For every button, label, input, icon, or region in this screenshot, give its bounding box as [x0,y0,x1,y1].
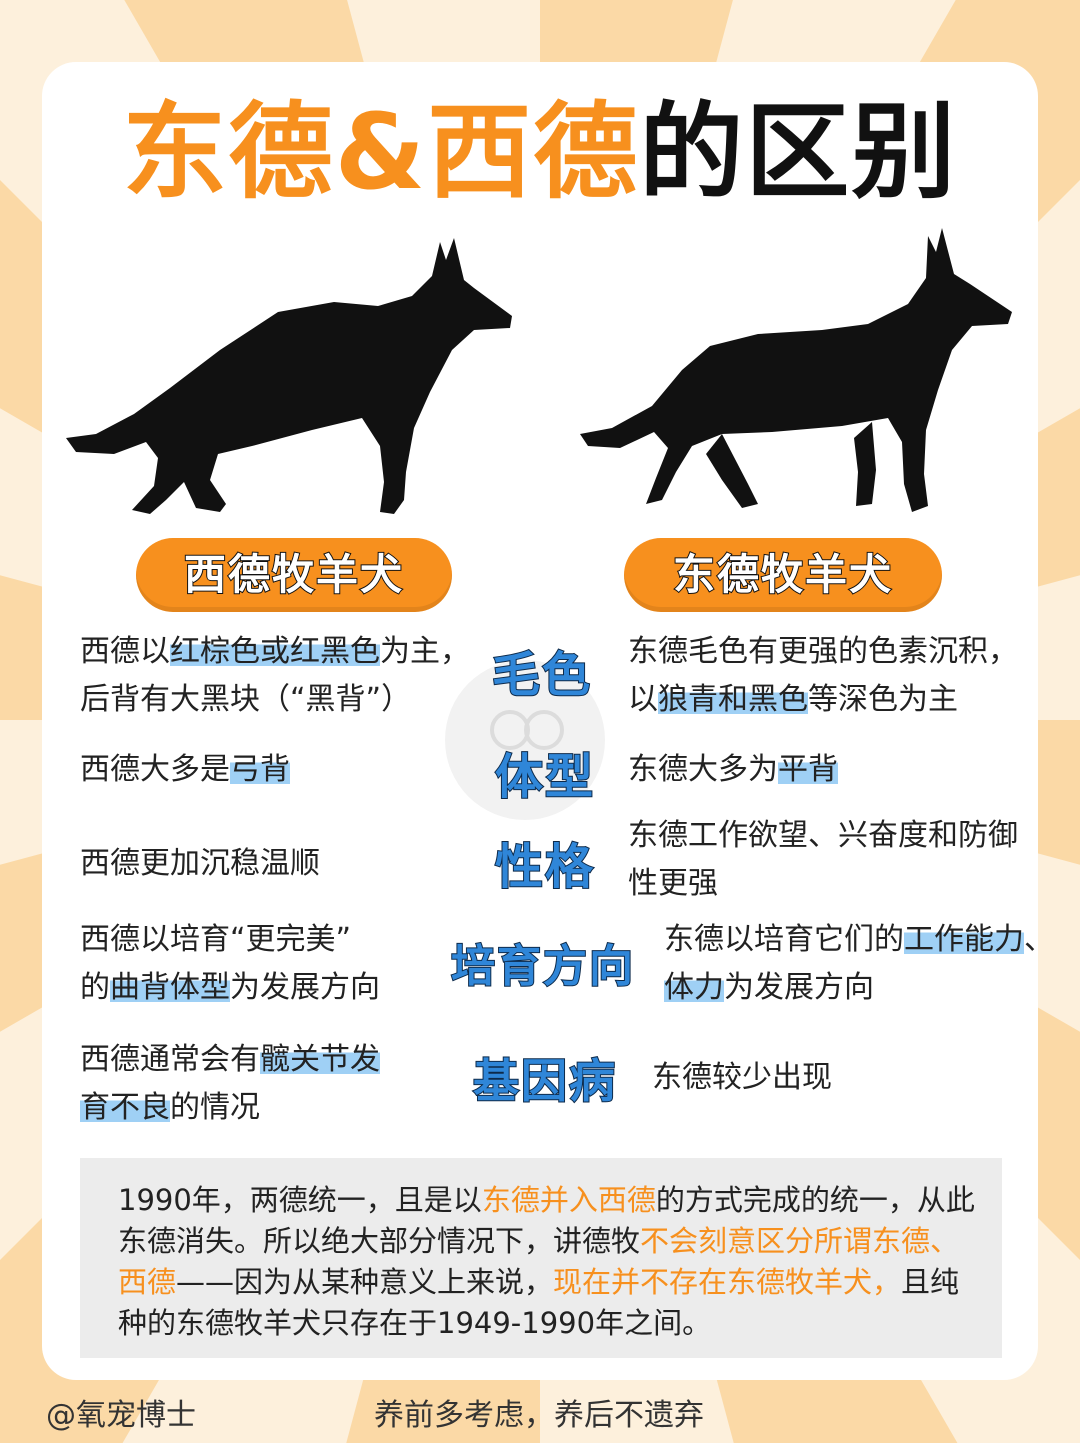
west-trait-highlight: 育不良 [80,1090,170,1125]
west-trait-text: 后背有大黑块（“黑背”） [80,682,412,717]
west-trait-text: 的情况 [170,1090,260,1125]
east-trait-text: 以 [628,682,658,717]
west-trait-highlight: 红棕色或红黑色 [170,634,380,669]
west-trait-text: 西德以 [80,634,170,669]
east-trait-text: 等深色为主 [808,682,958,717]
note-box [80,1158,1002,1358]
west-label-pill: 西德牧羊犬 [136,538,452,612]
west-trait-text: 西德大多是 [80,752,230,787]
east-trait-highlight: 工作能力 [904,922,1024,957]
east-trait: 东德大多为平背 [628,746,838,794]
east-dog-silhouette-icon [580,228,1012,512]
category-label: 毛色 [491,646,592,704]
west-trait: 西德以培育“更完美” 的曲背体型为发展方向 [80,916,380,1012]
west-trait-text: 的 [80,970,110,1005]
page-title: 东德&西德的区别 [0,92,1080,212]
west-trait: 西德大多是弓背 [80,746,290,794]
east-trait-text: 东德以培育它们的 [664,922,904,957]
note-text: 且纯种的东德牧羊犬只存在于1949-1990年之间。 [118,1265,960,1340]
west-trait-highlight: 髋关节发 [260,1042,380,1077]
slogan: 养前多考虑，养后不遗弃 [374,1398,704,1433]
west-dog-silhouette-icon [66,238,512,514]
east-trait: 东德工作欲望、兴奋度和防御 性更强 [628,812,1018,908]
title-orange-part: 东德&西德 [122,91,640,213]
east-trait-text: 东德工作欲望、兴奋度和防御 [628,818,1018,853]
note-text: ——因为从某种意义上来说， [176,1265,554,1299]
east-label-pill: 东德牧羊犬 [624,538,942,612]
west-trait-text: 西德通常会有 [80,1042,260,1077]
west-trait: 西德通常会有髋关节发育不良的情况 [80,1036,380,1132]
mascot-watermark [445,660,605,820]
west-trait-text: 西德更加沉稳温顺 [80,846,320,881]
east-trait: 东德毛色有更强的色素沉积， 以狼青和黑色等深色为主 [628,628,1018,724]
title-black-part: 的区别 [639,91,958,213]
east-trait-highlight: 体力 [664,970,724,1005]
west-trait-highlight: 弓背 [230,752,290,787]
west-trait-text: 西德以培育“更完美” [80,922,352,957]
east-trait-text: 东德大多为 [628,752,778,787]
east-trait-text: 为发展方向 [724,970,874,1005]
west-trait: 西德以红棕色或红黑色为主， 后背有大黑块（“黑背”） [80,628,470,724]
note-text: 的方式完成的统一，从此东德消失。所以绝大部分情况下，讲德牧 [118,1183,975,1258]
category-label: 性格 [494,838,595,896]
west-trait: 西德更加沉稳温顺 [80,840,320,888]
east-trait-text: 性更强 [628,866,718,901]
east-trait-highlight: 平背 [778,752,838,787]
category-label: 培育方向 [450,940,635,993]
west-trait-text: 为发展方向 [230,970,380,1005]
east-trait-text: 东德毛色有更强的色素沉积， [628,634,1018,669]
history-note: 1990年，两德统一，且是以东德并入西德的方式完成的统一，从此东德消失。所以绝大… [118,1180,978,1344]
east-trait-highlight: 狼青和黑色 [658,682,808,717]
east-trait: 东德以培育它们的工作能力、体力为发展方向 [664,916,1054,1012]
category-label: 体型 [494,748,595,806]
category-label: 基因病 [472,1053,617,1109]
west-trait-highlight: 曲背体型 [110,970,230,1005]
note-highlight: 东德并入西德 [481,1183,656,1217]
note-highlight: 现在并不存在东德牧羊犬， [553,1265,902,1299]
east-trait-text: 东德较少出现 [652,1060,832,1095]
west-trait-text: 为主， [380,634,470,669]
east-trait-text: 、 [1024,922,1054,957]
note-text: 1990年，两德统一，且是以 [118,1183,482,1217]
east-trait: 东德较少出现 [652,1054,832,1102]
note-highlight: 不会刻意区分所谓东德、西德 [118,1224,960,1299]
account-handle: @氧宠博士 [46,1398,196,1433]
